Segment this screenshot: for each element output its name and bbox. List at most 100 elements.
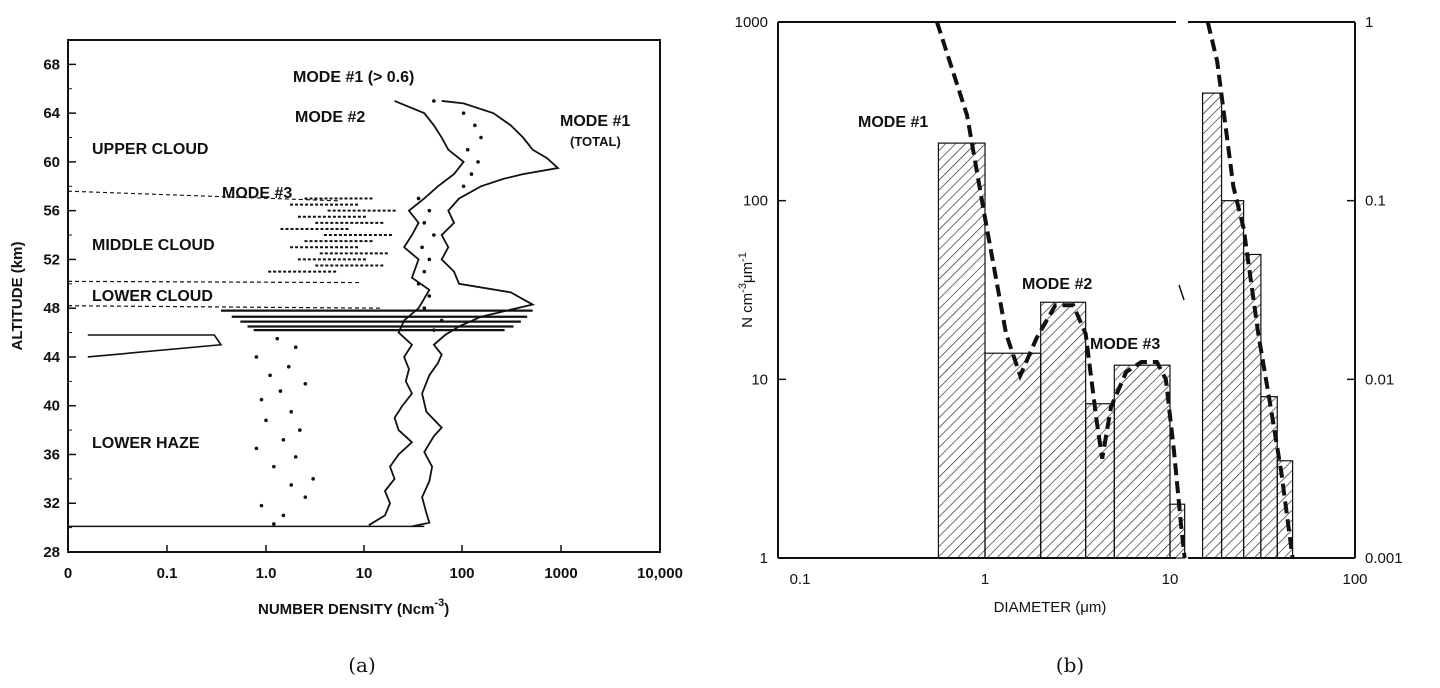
data-point bbox=[254, 355, 259, 359]
y-tick-label: 68 bbox=[43, 56, 60, 73]
data-point bbox=[461, 111, 466, 115]
y-tick-label-right: 1 bbox=[1365, 14, 1373, 31]
annotation-mode1-total: MODE #1 bbox=[560, 113, 630, 130]
y-tick-label-right: 0.01 bbox=[1365, 371, 1394, 388]
bar bbox=[1040, 301, 1087, 559]
data-point bbox=[303, 381, 308, 386]
y-tick-label: 10 bbox=[751, 371, 768, 388]
panel-a-series bbox=[68, 99, 560, 528]
x-tick-label: 10 bbox=[356, 565, 373, 582]
label-lower-cloud: LOWER CLOUD bbox=[92, 288, 213, 305]
data-point bbox=[289, 410, 294, 414]
bar bbox=[1220, 200, 1245, 559]
data-point bbox=[416, 196, 421, 201]
x-tick-label: 0 bbox=[64, 565, 72, 582]
annotation-mode2-b: MODE #2 bbox=[1022, 276, 1092, 293]
data-point bbox=[465, 147, 470, 152]
panel-b-ticks: 0.1 1 10 100 1 10 100 1000 0.001 0.01 0.1 1 bbox=[735, 14, 1403, 588]
label-lower-haze: LOWER HAZE bbox=[92, 435, 200, 452]
data-point bbox=[422, 306, 427, 310]
data-point bbox=[268, 373, 272, 378]
y-tick-label: 40 bbox=[43, 398, 60, 415]
data-point bbox=[432, 233, 436, 237]
bar bbox=[1085, 403, 1115, 559]
data-point bbox=[278, 389, 283, 393]
y-tick-label: 100 bbox=[743, 193, 768, 210]
data-point bbox=[272, 522, 276, 526]
bar bbox=[1113, 364, 1171, 559]
data-point bbox=[254, 446, 259, 451]
y-tick-label: 56 bbox=[43, 203, 60, 220]
x-tick-label: 100 bbox=[1342, 571, 1367, 588]
caption-a: (a) bbox=[348, 653, 376, 677]
y-tick-label: 44 bbox=[43, 349, 60, 366]
data-point bbox=[281, 438, 286, 442]
y-tick-label: 36 bbox=[43, 446, 60, 463]
data-point bbox=[432, 99, 436, 103]
bar bbox=[937, 142, 986, 559]
panel-a-x-label: NUMBER DENSITY (Ncm-3) bbox=[258, 597, 449, 618]
annotation-mode1-b: MODE #1 bbox=[858, 114, 928, 131]
panel-b-x-label: DIAMETER (μm) bbox=[994, 599, 1107, 616]
data-point bbox=[303, 495, 308, 499]
data-point bbox=[264, 418, 268, 423]
data-point bbox=[427, 257, 432, 262]
panel-a: 0 0.1 1.0 10 100 1000 10,000 28 32 36 40 44 48 52 56 60… bbox=[9, 39, 683, 618]
label-upper-cloud: UPPER CLOUD bbox=[92, 141, 208, 158]
panel-a-ticks: 0 0.1 1.0 10 100 1000 10,000 28 32 36 40 44 48 52 56 60… bbox=[43, 56, 683, 582]
x-tick-label: 0.1 bbox=[790, 571, 811, 588]
annotation-mode3-b: MODE #3 bbox=[1090, 336, 1160, 353]
data-point bbox=[275, 336, 280, 341]
y-tick-label: 1000 bbox=[735, 14, 768, 31]
annotation-mode2-a: MODE #2 bbox=[295, 109, 365, 126]
data-point bbox=[259, 397, 264, 402]
annotation-mode1-gt: MODE #1 (> 0.6) bbox=[293, 69, 414, 86]
annotation-mode3-a: MODE #3 bbox=[222, 185, 292, 202]
x-tick-label: 1 bbox=[981, 571, 989, 588]
data-point bbox=[293, 455, 298, 459]
panel-b-y-label: N cm-3μm-1 bbox=[737, 252, 756, 328]
bar bbox=[1169, 503, 1186, 559]
data-point bbox=[259, 503, 264, 508]
cloud-boundary bbox=[67, 280, 361, 284]
data-point bbox=[427, 208, 432, 213]
series-line bbox=[411, 100, 560, 528]
x-tick-label: 0.1 bbox=[157, 565, 178, 582]
x-tick-label: 10 bbox=[1162, 571, 1179, 588]
data-point bbox=[473, 123, 477, 128]
data-point bbox=[479, 135, 483, 140]
fit-curve-right bbox=[1205, 21, 1295, 559]
y-tick-label: 52 bbox=[43, 251, 60, 268]
panel-a-y-label: ALTITUDE (km) bbox=[9, 242, 26, 351]
caption-b: (b) bbox=[1056, 653, 1084, 677]
x-tick-label: 100 bbox=[449, 565, 474, 582]
data-point bbox=[289, 483, 294, 487]
data-point bbox=[420, 245, 424, 250]
series-line bbox=[368, 100, 465, 526]
y-tick-label: 28 bbox=[43, 544, 60, 561]
annotation-mode1-total-sub: (TOTAL) bbox=[570, 134, 621, 149]
data-point bbox=[422, 221, 427, 225]
y-tick-label: 48 bbox=[43, 300, 60, 317]
y-tick-label: 64 bbox=[43, 105, 60, 122]
label-middle-cloud: MIDDLE CLOUD bbox=[92, 237, 215, 254]
panel-b-bars bbox=[937, 92, 1294, 559]
y-tick-label-right: 0.001 bbox=[1365, 550, 1403, 567]
panel-b-fit bbox=[935, 21, 1295, 559]
bar bbox=[1201, 92, 1223, 559]
data-point bbox=[469, 172, 474, 176]
data-point bbox=[281, 513, 286, 518]
cloud-boundary bbox=[67, 305, 381, 309]
y-tick-label: 1 bbox=[760, 550, 768, 567]
data-point bbox=[311, 477, 315, 481]
y-tick-label-right: 0.1 bbox=[1365, 193, 1386, 210]
cloud-boundary bbox=[67, 190, 341, 202]
fit-curve-left bbox=[935, 21, 1187, 559]
data-point bbox=[422, 269, 427, 274]
x-tick-label: 1000 bbox=[544, 565, 577, 582]
y-tick-label: 60 bbox=[43, 154, 60, 171]
data-point bbox=[293, 345, 298, 350]
x-tick-label: 10,000 bbox=[637, 565, 683, 582]
data-point bbox=[476, 160, 480, 164]
